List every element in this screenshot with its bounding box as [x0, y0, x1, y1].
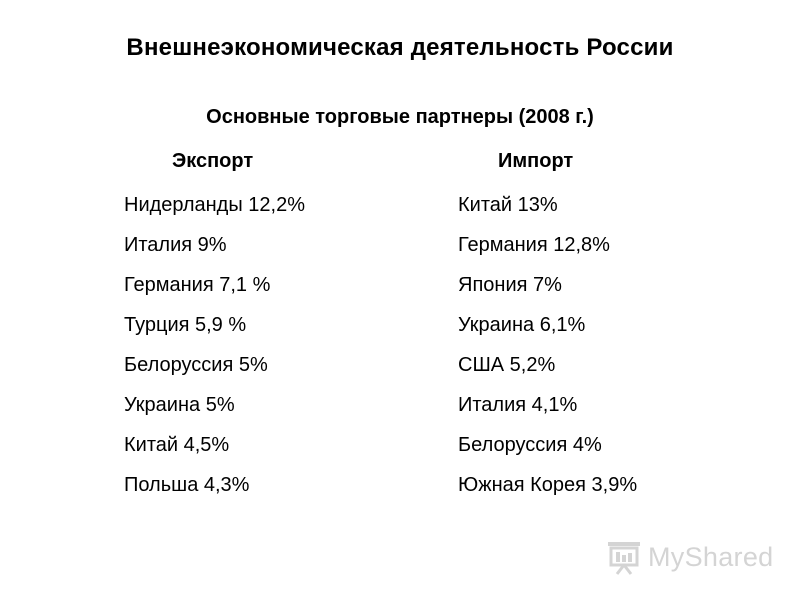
page-subtitle: Основные торговые партнеры (2008 г.): [206, 106, 594, 128]
import-item: Италия 4,1%: [458, 394, 578, 416]
import-item: Южная Корея 3,9%: [458, 474, 638, 496]
import-item: Китай 13%: [458, 194, 558, 216]
watermark-logo: MyShared: [606, 537, 773, 577]
export-item: Турция 5,9 %: [124, 314, 247, 336]
watermark-text: MyShared: [648, 541, 774, 572]
export-item: Нидерланды 12,2%: [124, 194, 305, 216]
import-item: Германия 12,8%: [458, 234, 610, 256]
export-item: Белоруссия 5%: [124, 354, 268, 376]
import-item: Белоруссия 4%: [458, 434, 602, 456]
import-item: США 5,2%: [458, 354, 556, 376]
import-item: Япония 7%: [458, 274, 562, 296]
export-list: Нидерланды 12,2% Италия 9% Германия 7,1 …: [124, 190, 305, 510]
export-header: Экспорт: [172, 150, 254, 172]
export-item: Германия 7,1 %: [124, 274, 271, 296]
import-list: Китай 13% Германия 12,8% Япония 7% Украи…: [458, 190, 637, 510]
presentation-board-icon: [608, 542, 640, 575]
import-item: Украина 6,1%: [458, 314, 586, 336]
export-item: Китай 4,5%: [124, 434, 230, 456]
page-title: Внешнеэкономическая деятельность России: [126, 34, 674, 61]
export-item: Италия 9%: [124, 234, 227, 256]
export-item: Украина 5%: [124, 394, 235, 416]
export-item: Польша 4,3%: [124, 474, 250, 496]
import-header: Импорт: [498, 150, 574, 172]
